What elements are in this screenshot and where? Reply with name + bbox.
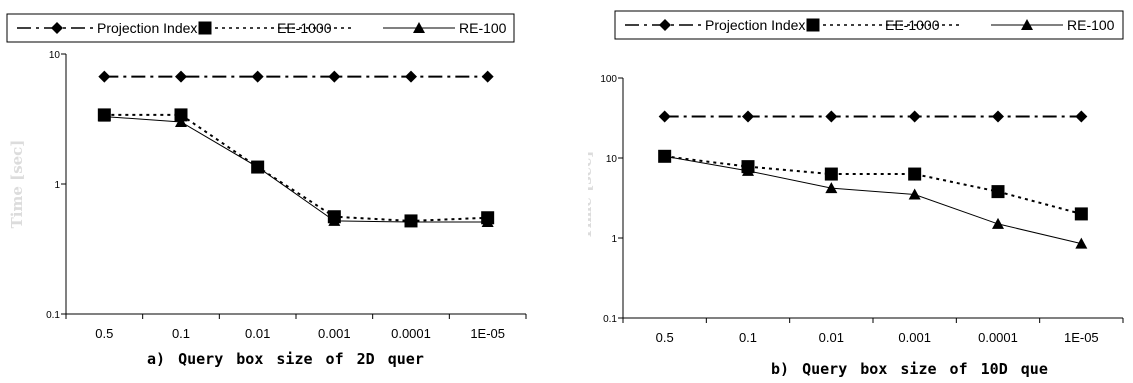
chart-b: Projection Index EE-1000 RE-100 0.1 1 10 100 0.… [588, 10, 1124, 378]
data-point-diamond [992, 110, 1004, 123]
legend-label: RE-100 [459, 20, 507, 36]
data-point-square [908, 167, 922, 181]
x-tick-label: 0.01 [819, 330, 844, 345]
y-tick-label: 10 [606, 154, 618, 165]
data-point-square [1074, 207, 1088, 221]
series-triangle [98, 110, 494, 228]
series-square [97, 108, 495, 228]
data-point-diamond [405, 70, 417, 83]
legend-marker-triangle [1021, 19, 1033, 30]
x-tick-label: 0.0001 [391, 326, 431, 341]
y-tick-label: 0.1 [603, 314, 617, 325]
y-tick-label: 10 [49, 50, 61, 61]
series-line [664, 155, 1082, 215]
data-point-triangle [1075, 237, 1088, 249]
data-point-diamond [251, 70, 264, 83]
chart-caption: b) Query box size of 10D que [771, 360, 1048, 378]
x-tick-label: 0.5 [656, 330, 674, 345]
legend: Projection Index EE-1000 RE-100 [614, 10, 1124, 40]
y-tick-label: 1 [611, 234, 617, 245]
series-line [104, 113, 488, 222]
data-point-diamond [1075, 110, 1088, 123]
chart-a: Projection Index EE-1000 RE-100 0.1 1 10 0.5 0.… [6, 13, 527, 368]
legend-label: EE-1000 [277, 20, 332, 36]
legend-label: EE-1000 [885, 17, 940, 33]
data-point-triangle [175, 115, 187, 127]
x-tick-label: 0.001 [898, 330, 931, 345]
x-tick-label: 0.0001 [978, 330, 1018, 345]
data-point-triangle [658, 150, 671, 162]
data-point-triangle [405, 216, 417, 228]
legend-marker-diamond [51, 22, 63, 34]
data-point-diamond [328, 70, 341, 83]
x-tick-label: 1E-05 [470, 326, 505, 341]
series-diamond [98, 70, 494, 83]
legend-marker-square [806, 18, 820, 32]
legend: Projection Index EE-1000 RE-100 [6, 13, 515, 43]
data-point-triangle [481, 216, 494, 228]
y-tick-label: 1 [54, 180, 60, 191]
data-point-diamond [98, 70, 111, 83]
chart-caption: a) Query box size of 2D quer [147, 350, 424, 368]
data-point-diamond [742, 110, 754, 123]
x-tick-label: 1E-05 [1064, 330, 1099, 345]
data-point-triangle [908, 188, 921, 200]
y-axis-label: Time [sec] [588, 151, 595, 240]
data-point-square [991, 185, 1005, 199]
y-tick-label: 100 [600, 74, 617, 85]
data-point-diamond [825, 110, 838, 123]
series-triangle [658, 150, 1088, 249]
data-point-triangle [992, 217, 1004, 229]
x-tick-label: 0.1 [172, 326, 190, 341]
y-axis-label: Time [sec] [8, 140, 26, 229]
legend-label: Projection Index [97, 20, 197, 36]
data-point-diamond [908, 110, 921, 123]
data-point-square [174, 108, 188, 122]
legend-marker-square [198, 21, 212, 35]
series-line [664, 155, 1082, 245]
data-point-square [824, 167, 838, 181]
data-point-triangle [328, 214, 341, 226]
legend-marker-triangle [413, 22, 425, 33]
data-point-triangle [98, 110, 111, 122]
x-tick-label: 0.1 [739, 330, 757, 345]
legend-label: Projection Index [705, 17, 805, 33]
data-point-diamond [481, 70, 494, 83]
x-tick-label: 0.01 [245, 326, 270, 341]
data-point-triangle [251, 161, 264, 173]
y-tick-label: 0.1 [46, 310, 60, 321]
x-tick-label: 0.001 [318, 326, 351, 341]
legend-label: RE-100 [1067, 17, 1115, 33]
data-point-triangle [742, 164, 754, 176]
legend-marker-diamond [659, 19, 671, 31]
data-point-diamond [175, 70, 187, 83]
series-square [658, 149, 1088, 221]
series-diamond [658, 110, 1088, 123]
series-line [104, 116, 488, 223]
data-point-diamond [658, 110, 671, 123]
data-point-triangle [825, 182, 838, 194]
x-tick-label: 0.5 [95, 326, 113, 341]
